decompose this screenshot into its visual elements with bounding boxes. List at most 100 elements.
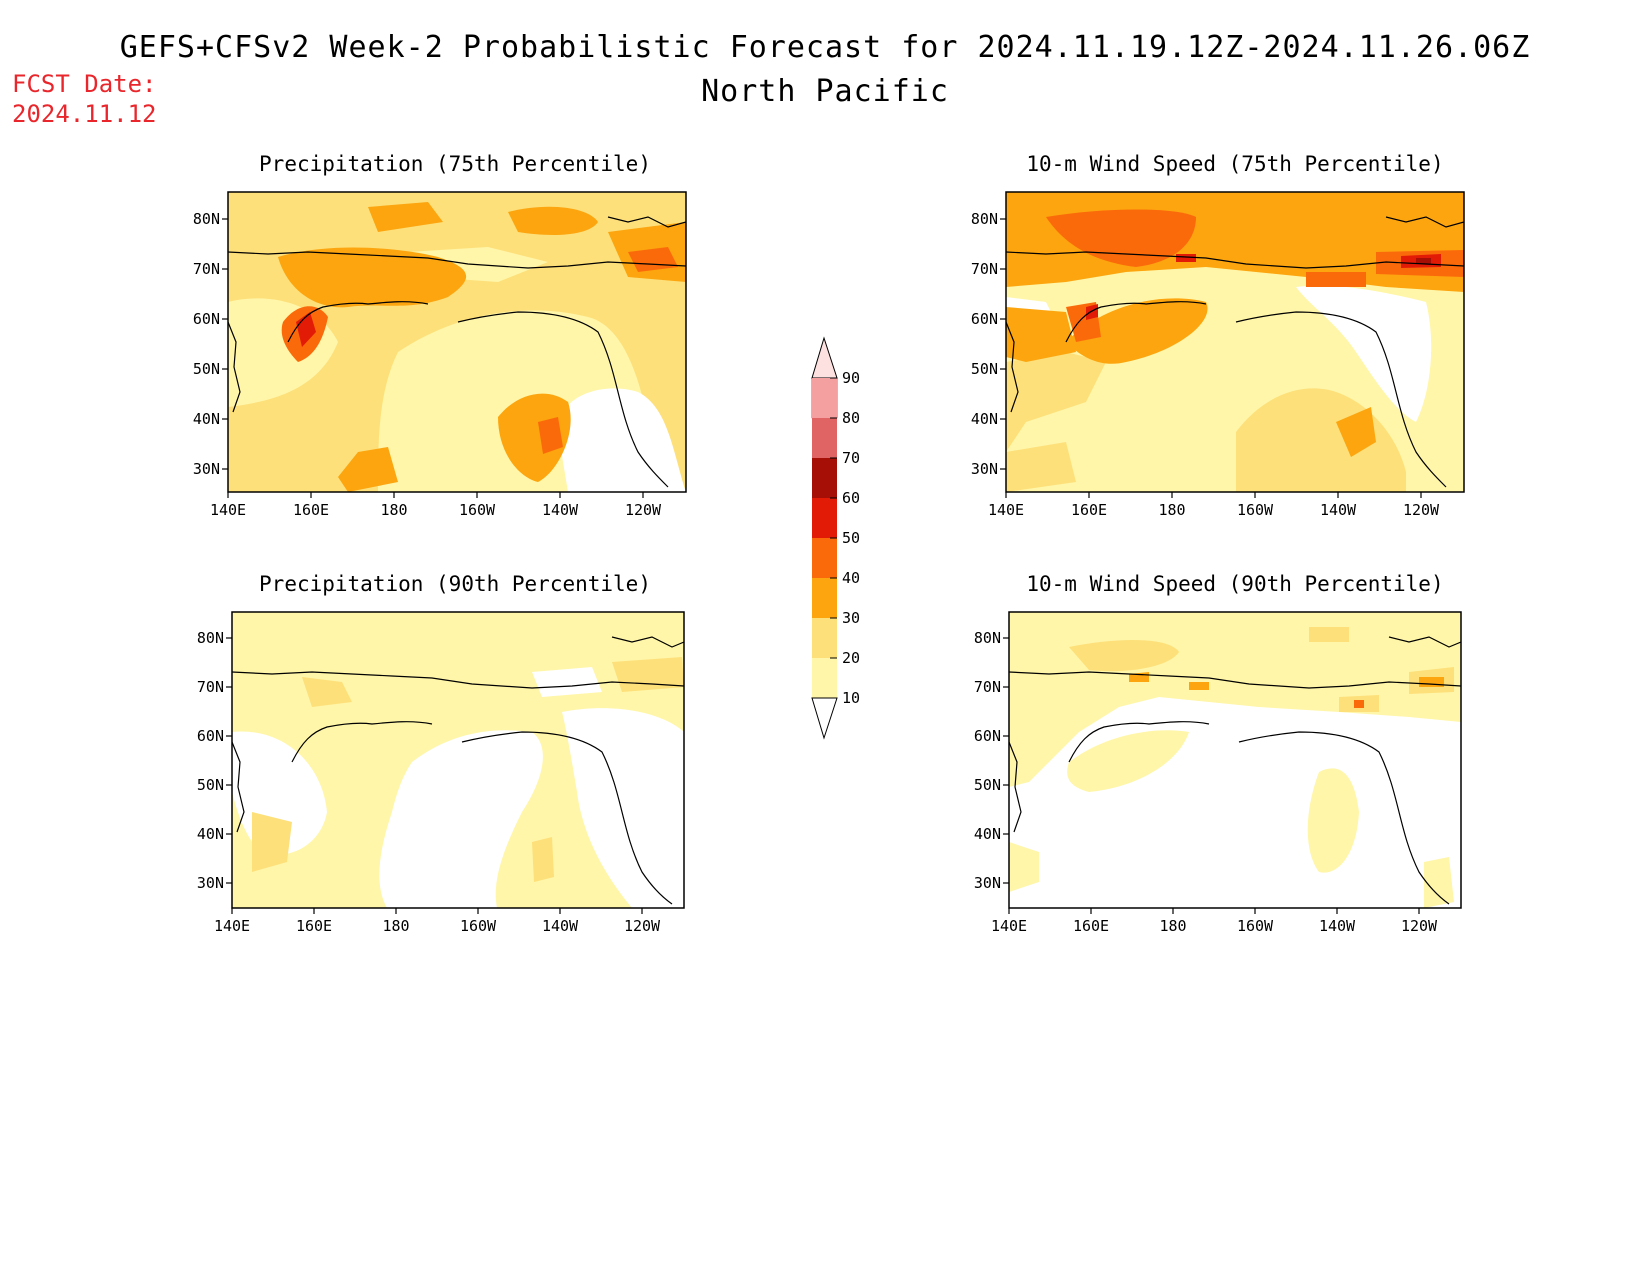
y-tick-label: 60N	[971, 310, 998, 328]
y-tick-label: 40N	[974, 825, 1001, 843]
contour-40-region	[1354, 700, 1364, 708]
map-panel-wind-75: 80N 70N 60N 50N 40N 30N 140E 160E 180 16…	[971, 191, 1465, 519]
fcst-date-label: FCST Date:	[12, 70, 157, 98]
panel-title-wind-90: 10-m Wind Speed (90th Percentile)	[1026, 572, 1444, 596]
contour-20-region	[1006, 442, 1076, 492]
x-tick-label: 160W	[1237, 501, 1274, 519]
x-tick-label: 140W	[1320, 501, 1357, 519]
x-tick-label: 180	[1158, 501, 1185, 519]
contour-30-region	[1419, 677, 1444, 687]
x-tick-label: 120W	[1401, 917, 1438, 935]
coastlines	[1006, 216, 1464, 488]
colorbar-swatch-70	[812, 418, 837, 458]
colorbar-triangle-bottom	[811, 697, 838, 740]
colorbar-label: 60	[842, 489, 860, 507]
coastlines	[228, 216, 686, 488]
contour-20-region	[252, 812, 292, 872]
colorbar-swatch-60	[812, 458, 837, 498]
y-tick-label: 50N	[974, 776, 1001, 794]
figure-title: GEFS+CFSv2 Week-2 Probabilistic Forecast…	[119, 30, 1531, 65]
colorbar-label: 90	[842, 369, 860, 387]
contour-10-region	[1424, 857, 1454, 908]
y-tick-label: 30N	[971, 460, 998, 478]
contour-50-region	[1086, 304, 1098, 320]
x-tick-label: 120W	[624, 917, 661, 935]
x-tick-label: 180	[382, 917, 409, 935]
x-tick-label: 140W	[542, 917, 579, 935]
x-tick-label: 140W	[542, 501, 579, 519]
y-tick-label: 80N	[974, 629, 1001, 647]
y-tick-label: 70N	[197, 678, 224, 696]
contour-20-region	[302, 677, 352, 707]
map-panel-wind-90: 80N 70N 60N 50N 40N 30N 140E 160E 180 16…	[974, 611, 1462, 935]
contour-30-region	[1006, 307, 1076, 362]
contour-20-region	[532, 837, 554, 882]
contour-white-region	[532, 667, 602, 697]
contour-20-region	[1006, 352, 1106, 452]
contour-10-region	[1307, 768, 1359, 873]
colorbar-swatch-80	[812, 378, 837, 418]
coastlines	[232, 636, 684, 905]
contour-30-region	[498, 393, 571, 482]
y-tick-label: 70N	[193, 260, 220, 278]
x-tick-label: 140E	[210, 501, 246, 519]
contour-50-region	[296, 312, 316, 347]
y-tick-label: 60N	[197, 727, 224, 745]
x-tick-label: 180	[380, 501, 407, 519]
colorbar-swatch-40	[812, 538, 837, 578]
y-tick-label: 80N	[971, 210, 998, 228]
x-tick-label: 140E	[991, 917, 1027, 935]
contour-40-region	[1046, 209, 1196, 267]
y-tick-label: 80N	[193, 210, 220, 228]
y-axis-ticks	[222, 218, 228, 470]
map-panel-precip-75: 80N 70N 60N 50N 40N 30N 140E 160E 180 16…	[193, 191, 687, 519]
contour-20-region	[1309, 627, 1349, 642]
panel-title-precip-75: Precipitation (75th Percentile)	[259, 152, 651, 176]
contour-20-region	[612, 657, 684, 692]
x-axis-ticks	[1008, 908, 1420, 914]
contour-white-region	[1296, 285, 1432, 422]
figure-subtitle: North Pacific	[701, 74, 949, 109]
y-tick-label: 40N	[193, 410, 220, 428]
x-axis-ticks	[231, 908, 643, 914]
contour-white-region	[379, 730, 543, 908]
fcst-date-value: 2024.11.12	[12, 100, 157, 128]
x-tick-label: 140W	[1319, 917, 1356, 935]
y-tick-label: 30N	[197, 874, 224, 892]
x-tick-label: 160E	[1071, 501, 1107, 519]
panel-title-precip-90: Precipitation (90th Percentile)	[259, 572, 651, 596]
contour-60-region	[1416, 258, 1431, 264]
panel-title-wind-75: 10-m Wind Speed (75th Percentile)	[1026, 152, 1444, 176]
y-tick-label: 30N	[193, 460, 220, 478]
y-tick-label: 50N	[197, 776, 224, 794]
x-tick-label: 160W	[459, 501, 496, 519]
y-tick-label: 70N	[971, 260, 998, 278]
contour-30-region	[278, 247, 467, 308]
colorbar-legend: 90 80 70 60 50 40 30 20 10	[811, 336, 860, 740]
contour-40-region	[1306, 272, 1366, 287]
contour-40-region	[628, 247, 678, 272]
colorbar-swatch-50	[812, 498, 837, 538]
map-panel-precip-90: 80N 70N 60N 50N 40N 30N 140E 160E 180 16…	[197, 611, 685, 935]
contour-30-region	[508, 206, 598, 235]
colorbar-swatch-10	[812, 658, 837, 698]
contour-40-region	[538, 417, 563, 454]
contour-10-region	[1009, 842, 1039, 892]
y-tick-label: 50N	[971, 360, 998, 378]
y-tick-label: 50N	[193, 360, 220, 378]
y-tick-label: 70N	[974, 678, 1001, 696]
colorbar-label: 40	[842, 569, 860, 587]
contour-30-region	[1189, 682, 1209, 690]
contour-20-region	[1069, 640, 1179, 672]
x-axis-ticks	[227, 492, 644, 498]
x-tick-label: 180	[1159, 917, 1186, 935]
x-axis-ticks	[1005, 492, 1422, 498]
y-tick-label: 40N	[197, 825, 224, 843]
y-tick-label: 80N	[197, 629, 224, 647]
x-tick-label: 160E	[293, 501, 329, 519]
x-tick-label: 120W	[625, 501, 662, 519]
contour-50-region	[1176, 254, 1196, 262]
colorbar-swatch-20	[812, 618, 837, 658]
colorbar-label: 80	[842, 409, 860, 427]
contour-10-region	[1067, 730, 1189, 792]
